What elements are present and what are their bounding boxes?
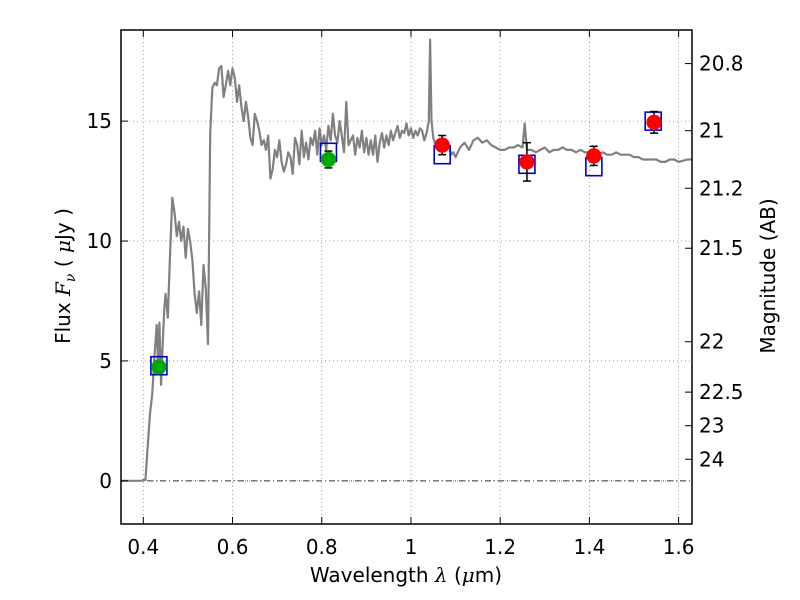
y2-tick-label-3: 21.5 bbox=[699, 236, 744, 260]
optical-data-point-0 bbox=[151, 359, 167, 375]
y2-tick-label-5: 22.5 bbox=[699, 380, 744, 404]
nir-data-point-1 bbox=[519, 154, 535, 170]
optical-data-point-1 bbox=[320, 151, 337, 168]
x-tick-label-3: 1 bbox=[405, 535, 418, 559]
x-tick-label-6: 1.6 bbox=[663, 535, 695, 559]
ticks: 0.4 0.6 0.8 1 1.2 1.4 1.6 0 5 10 15 20.8 21 21.2 21.5 2… bbox=[87, 30, 744, 559]
x-tick-label-2: 0.8 bbox=[306, 535, 338, 559]
x-tick-label-0: 0.4 bbox=[127, 535, 159, 559]
nir-data-point-0 bbox=[434, 137, 450, 153]
y2-tick-label-0: 20.8 bbox=[699, 52, 744, 76]
y2-tick-label-2: 21.2 bbox=[699, 176, 744, 200]
y-tick-label-3: 15 bbox=[87, 109, 112, 133]
model-spectrum-line bbox=[121, 38, 692, 482]
y-tick-label-2: 10 bbox=[87, 229, 112, 253]
y2-tick-label-6: 23 bbox=[699, 414, 724, 438]
x-axis-title: Wavelength λ (μm) bbox=[310, 563, 502, 587]
axes-frame bbox=[120, 29, 693, 525]
nir-data-point-2 bbox=[586, 148, 602, 164]
x-tick-label-4: 1.2 bbox=[484, 535, 516, 559]
y2-axis-title: Magnitude (AB) bbox=[756, 198, 780, 353]
y-axis-title: Flux Fν ( μJy ) bbox=[51, 208, 79, 344]
x-tick-label-5: 1.4 bbox=[573, 535, 605, 559]
y2-tick-label-1: 21 bbox=[699, 119, 724, 143]
nir-data-point-3 bbox=[646, 114, 662, 131]
y2-tick-label-4: 22 bbox=[699, 330, 724, 354]
x-tick-label-1: 0.6 bbox=[217, 535, 249, 559]
y-tick-label-0: 0 bbox=[99, 469, 112, 493]
y-tick-label-1: 5 bbox=[99, 349, 112, 373]
plot-area bbox=[121, 38, 692, 482]
y2-tick-label-7: 24 bbox=[699, 447, 724, 471]
model-photometry-box-0 bbox=[150, 355, 168, 376]
